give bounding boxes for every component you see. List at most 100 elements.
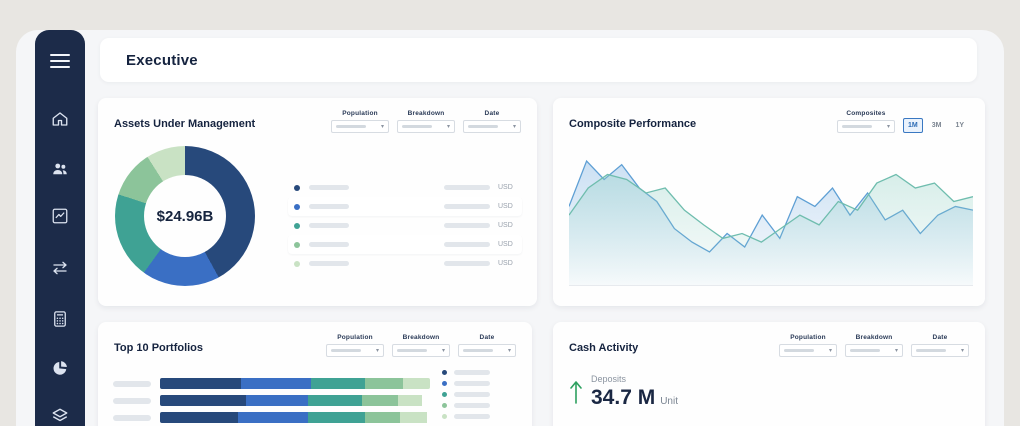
sidebar-item-calculator[interactable] bbox=[48, 307, 72, 331]
aum-legend: USD USD USD USD USD bbox=[288, 178, 522, 273]
chevron-down-icon: ▾ bbox=[828, 347, 832, 354]
date-filter-label: Date bbox=[932, 334, 948, 341]
sidebar-item-clients[interactable] bbox=[48, 157, 72, 181]
aum-total-value: $24.96B bbox=[156, 207, 214, 225]
sidebar-item-performance[interactable] bbox=[48, 204, 72, 228]
bar-segment bbox=[308, 395, 363, 406]
legend-name-placeholder bbox=[454, 414, 490, 419]
population-filter-label: Population bbox=[790, 334, 826, 341]
bar-segment bbox=[160, 412, 239, 423]
aum-filters: Population ▾ Breakdown ▾ Date ▾ bbox=[331, 110, 521, 133]
bar-segment bbox=[160, 395, 247, 406]
legend-color-dot bbox=[442, 414, 447, 419]
sidebar bbox=[35, 30, 85, 426]
chevron-down-icon: ▾ bbox=[507, 347, 511, 354]
chevron-down-icon: ▾ bbox=[446, 123, 450, 130]
aum-legend-row: USD bbox=[288, 197, 522, 216]
population-select[interactable]: ▾ bbox=[331, 120, 389, 133]
page-header: Executive bbox=[100, 38, 977, 82]
bar-segment bbox=[402, 378, 430, 389]
composites-filter: Composites ▾ bbox=[836, 110, 895, 133]
select-value-placeholder bbox=[468, 125, 498, 128]
composites-select[interactable]: ▾ bbox=[836, 120, 895, 133]
cash-card-title: Cash Activity bbox=[569, 342, 639, 354]
breakdown-filter-label: Breakdown bbox=[855, 334, 893, 341]
portfolio-name-placeholder bbox=[113, 414, 151, 421]
breakdown-filter: Breakdown ▾ bbox=[397, 110, 455, 133]
portfolio-legend bbox=[442, 370, 490, 425]
breakdown-select[interactable]: ▾ bbox=[397, 120, 455, 133]
arrow-up-icon bbox=[570, 381, 582, 404]
breakdown-select[interactable]: ▾ bbox=[845, 344, 903, 357]
select-value-placeholder bbox=[784, 349, 814, 352]
portfolios-card-title: Top 10 Portfolios bbox=[114, 342, 204, 354]
date-filter: Date ▾ bbox=[458, 334, 516, 357]
portfolio-bar-row bbox=[113, 395, 430, 406]
chevron-down-icon: ▾ bbox=[886, 123, 890, 130]
range-1y-button[interactable]: 1Y bbox=[950, 118, 969, 133]
sidebar-item-portfolios[interactable] bbox=[48, 404, 72, 426]
legend-color-dot bbox=[442, 392, 447, 397]
bar-segment bbox=[397, 395, 422, 406]
stacked-bar bbox=[160, 378, 430, 389]
sidebar-item-home[interactable] bbox=[48, 107, 72, 131]
legend-value-placeholder bbox=[444, 261, 490, 266]
layers-icon bbox=[52, 408, 68, 422]
chevron-down-icon: ▾ bbox=[512, 123, 516, 130]
legend-color-dot bbox=[294, 222, 300, 229]
breakdown-filter-label: Breakdown bbox=[407, 110, 445, 117]
date-filter-label: Date bbox=[484, 110, 500, 117]
breakdown-select[interactable]: ▾ bbox=[392, 344, 450, 357]
deposits-value-row: 34.7 M Unit bbox=[591, 386, 678, 410]
select-value-placeholder bbox=[463, 349, 493, 352]
composite-teal-area bbox=[569, 174, 973, 285]
range-buttons: 1M 3M 1Y bbox=[902, 118, 969, 133]
select-value-placeholder bbox=[850, 349, 880, 352]
legend-color-dot bbox=[442, 403, 447, 408]
legend-color-dot bbox=[294, 260, 300, 267]
date-select[interactable]: ▾ bbox=[458, 344, 516, 357]
population-filter-label: Population bbox=[337, 334, 373, 341]
portfolio-legend-row bbox=[442, 414, 490, 419]
range-3m-button[interactable]: 3M bbox=[927, 118, 947, 133]
range-1m-button[interactable]: 1M bbox=[902, 118, 923, 133]
legend-color-dot bbox=[442, 370, 447, 375]
bar-segment bbox=[238, 412, 309, 423]
bar-segment bbox=[365, 412, 401, 423]
composites-filter-label: Composites bbox=[846, 110, 886, 117]
date-select[interactable]: ▾ bbox=[911, 344, 969, 357]
portfolio-bars bbox=[113, 378, 430, 426]
calculator-icon bbox=[54, 311, 66, 327]
breakdown-filter: Breakdown ▾ bbox=[845, 334, 903, 357]
aum-donut-chart: $24.96B bbox=[115, 146, 255, 286]
bar-segment bbox=[400, 412, 428, 423]
menu-button[interactable] bbox=[48, 49, 72, 73]
bar-segment bbox=[365, 378, 403, 389]
cash-filters: Population ▾ Breakdown ▾ Date ▾ bbox=[779, 334, 969, 357]
bar-segment bbox=[160, 378, 241, 389]
portfolios-filters: Population ▾ Breakdown ▾ Date ▾ bbox=[326, 334, 516, 357]
aum-legend-row: USD bbox=[288, 178, 522, 197]
population-select[interactable]: ▾ bbox=[779, 344, 837, 357]
population-select[interactable]: ▾ bbox=[326, 344, 384, 357]
legend-name-placeholder bbox=[454, 403, 490, 408]
donut-center: $24.96B bbox=[144, 175, 226, 257]
portfolio-name-placeholder bbox=[113, 380, 151, 387]
legend-currency: USD bbox=[498, 184, 513, 191]
sidebar-item-transactions[interactable] bbox=[48, 256, 72, 280]
legend-value-placeholder bbox=[444, 185, 490, 190]
sidebar-item-allocation[interactable] bbox=[48, 356, 72, 380]
legend-value-placeholder bbox=[444, 223, 490, 228]
breakdown-filter: Breakdown ▾ bbox=[392, 334, 450, 357]
legend-name-placeholder bbox=[454, 370, 490, 375]
population-filter: Population ▾ bbox=[779, 334, 837, 357]
date-select[interactable]: ▾ bbox=[463, 120, 521, 133]
select-value-placeholder bbox=[916, 349, 946, 352]
composite-performance-chart bbox=[569, 159, 973, 285]
legend-color-dot bbox=[294, 184, 300, 191]
portfolio-legend-row bbox=[442, 403, 490, 408]
legend-color-dot bbox=[294, 203, 300, 210]
date-filter: Date ▾ bbox=[463, 110, 521, 133]
deposits-label: Deposits bbox=[591, 374, 627, 384]
